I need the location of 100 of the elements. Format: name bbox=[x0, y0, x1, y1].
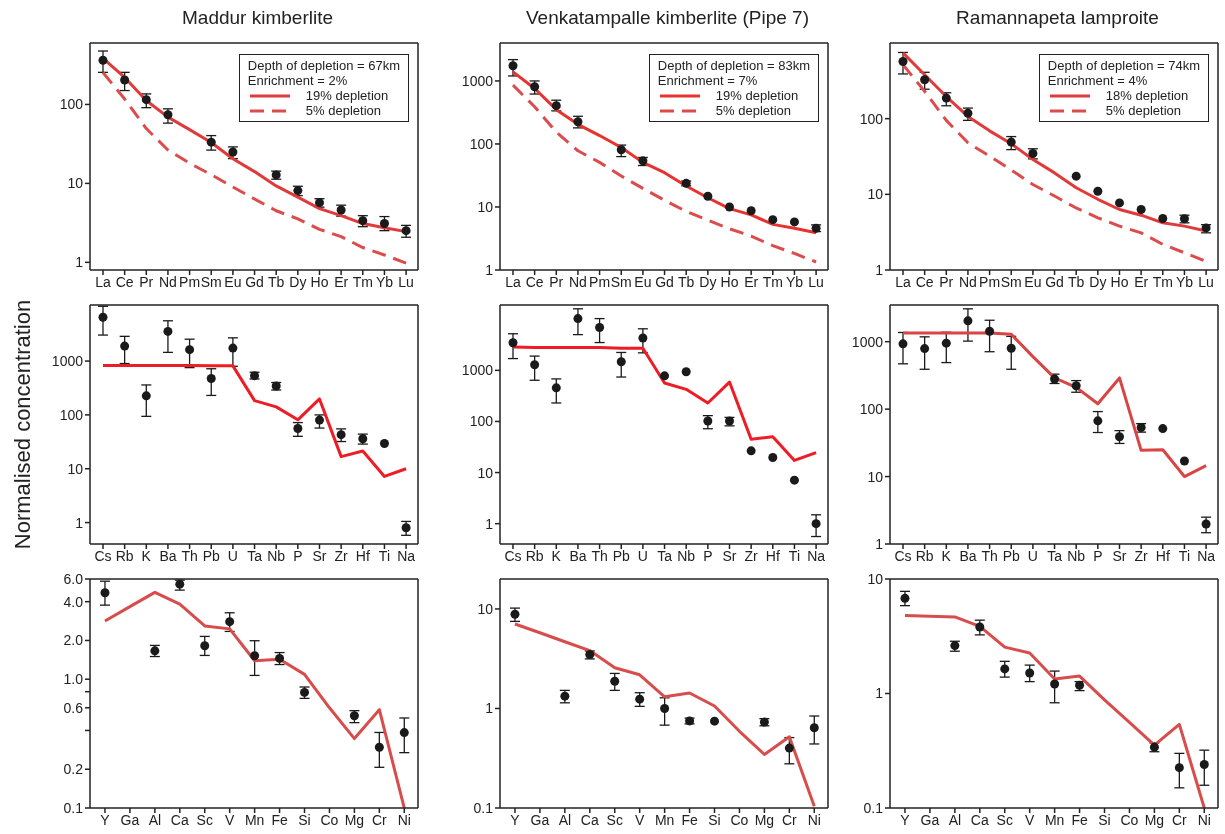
x-tick-label: Ni bbox=[397, 811, 411, 828]
y-tick-label: 1000 bbox=[851, 333, 884, 350]
x-tick-label: Tb bbox=[1068, 273, 1085, 290]
legend-label: 19% depletion bbox=[715, 88, 799, 103]
y-tick-label: 0.1 bbox=[63, 799, 84, 816]
y-tick-label: 0.1 bbox=[863, 799, 884, 816]
x-tick-label: Th bbox=[181, 547, 198, 564]
x-tick-label: Ga bbox=[530, 811, 550, 828]
point bbox=[1114, 198, 1124, 208]
x-tick-label: Hf bbox=[1155, 547, 1170, 564]
y-tick-label: 10 bbox=[477, 198, 494, 215]
point bbox=[1158, 424, 1168, 434]
x-tick-label: Na bbox=[1197, 547, 1216, 564]
point bbox=[941, 338, 951, 348]
point bbox=[710, 716, 720, 726]
point bbox=[573, 314, 583, 324]
x-tick-label: Sr bbox=[722, 547, 737, 564]
point bbox=[293, 423, 303, 433]
point bbox=[811, 519, 821, 529]
x-tick-label: Ga bbox=[120, 811, 140, 828]
x-tick-label: V bbox=[635, 811, 646, 828]
x-tick-label: Na bbox=[397, 547, 416, 564]
y-tick-label: 10 bbox=[867, 468, 884, 485]
x-tick-label: Co bbox=[320, 811, 339, 828]
x-tick-label: Ba bbox=[159, 547, 177, 564]
x-tick-label: Mg bbox=[754, 811, 775, 828]
x-tick-label: Lu bbox=[1198, 273, 1214, 290]
y-tick-label: 1 bbox=[485, 700, 494, 717]
y-tick-label: 2.0 bbox=[63, 632, 84, 649]
point bbox=[98, 312, 108, 322]
point bbox=[530, 360, 540, 370]
x-tick-label: Co bbox=[730, 811, 749, 828]
point bbox=[616, 357, 626, 367]
x-tick-label: Ta bbox=[1047, 547, 1063, 564]
point bbox=[314, 415, 324, 425]
x-tick-label: Y bbox=[900, 811, 911, 828]
x-tick-label: Pr bbox=[139, 273, 154, 290]
y-tick-label: 1 bbox=[875, 261, 884, 278]
legend-label: 5% depletion bbox=[1105, 103, 1182, 118]
x-tick-label: Eu bbox=[634, 273, 652, 290]
point bbox=[724, 202, 734, 212]
x-tick-label: Ho bbox=[720, 273, 739, 290]
x-tick-label: Gd bbox=[655, 273, 674, 290]
point bbox=[789, 217, 799, 227]
x-tick-label: Er bbox=[744, 273, 759, 290]
line-series bbox=[513, 622, 816, 808]
x-tick-label: Ti bbox=[1178, 547, 1191, 564]
point bbox=[768, 453, 778, 463]
x-tick-label: Sc bbox=[606, 811, 623, 828]
point bbox=[975, 622, 985, 632]
y-tick-label: 1000 bbox=[51, 353, 84, 370]
annotation: Enrichment = 2% bbox=[247, 73, 349, 88]
x-tick-label: U bbox=[227, 547, 238, 564]
legend-label: 5% depletion bbox=[715, 103, 792, 118]
point bbox=[225, 617, 235, 627]
y-tick-label: 1 bbox=[875, 685, 884, 702]
point bbox=[784, 743, 794, 753]
point bbox=[1006, 137, 1016, 147]
x-tick-label: Mn bbox=[654, 811, 675, 828]
x-tick-label: Ba bbox=[569, 547, 587, 564]
x-tick-label: Na bbox=[807, 547, 826, 564]
y-tick-label: 100 bbox=[59, 406, 84, 423]
x-tick-label: Cr bbox=[781, 811, 798, 828]
x-tick-label: P bbox=[1093, 547, 1103, 564]
y-tick-label: 1 bbox=[75, 254, 84, 271]
x-tick-label: Y bbox=[100, 811, 111, 828]
y-tick-label: 1 bbox=[75, 514, 84, 531]
x-tick-label: Ta bbox=[247, 547, 263, 564]
x-tick-label: Cs bbox=[894, 547, 912, 564]
y-tick-label: 100 bbox=[469, 135, 494, 152]
x-tick-label: Gd bbox=[245, 273, 264, 290]
line-series bbox=[511, 83, 818, 264]
y-tick-label: 1 bbox=[485, 515, 494, 532]
y-tick-label: 1000 bbox=[461, 72, 494, 89]
x-tick-label: Gd bbox=[1045, 273, 1064, 290]
x-tick-label: Rb bbox=[525, 547, 544, 564]
point bbox=[1006, 343, 1016, 353]
x-tick-label: Hf bbox=[765, 547, 780, 564]
y-tick-label: 0.6 bbox=[63, 699, 84, 716]
x-tick-label: Al bbox=[948, 811, 962, 828]
x-tick-label: Tm bbox=[1152, 273, 1173, 290]
x-tick-label: Tb bbox=[678, 273, 695, 290]
x-tick-label: Ca bbox=[970, 811, 989, 828]
x-tick-label: Er bbox=[334, 273, 349, 290]
x-tick-label: K bbox=[941, 547, 952, 564]
legend-label: 5% depletion bbox=[305, 103, 382, 118]
point bbox=[1000, 664, 1010, 674]
x-tick-label: Pm bbox=[179, 273, 201, 290]
x-tick-label: Dy bbox=[1089, 273, 1107, 290]
point bbox=[768, 215, 778, 225]
x-tick-label: Pm bbox=[589, 273, 611, 290]
point bbox=[510, 609, 520, 619]
x-tick-label: Pr bbox=[549, 273, 564, 290]
point bbox=[985, 326, 995, 336]
point bbox=[809, 723, 819, 733]
point bbox=[120, 75, 130, 85]
annotation: Depth of depletion = 67km bbox=[247, 58, 400, 73]
x-tick-label: Ca bbox=[580, 811, 599, 828]
point bbox=[1025, 668, 1035, 678]
x-tick-label: Eu bbox=[224, 273, 242, 290]
